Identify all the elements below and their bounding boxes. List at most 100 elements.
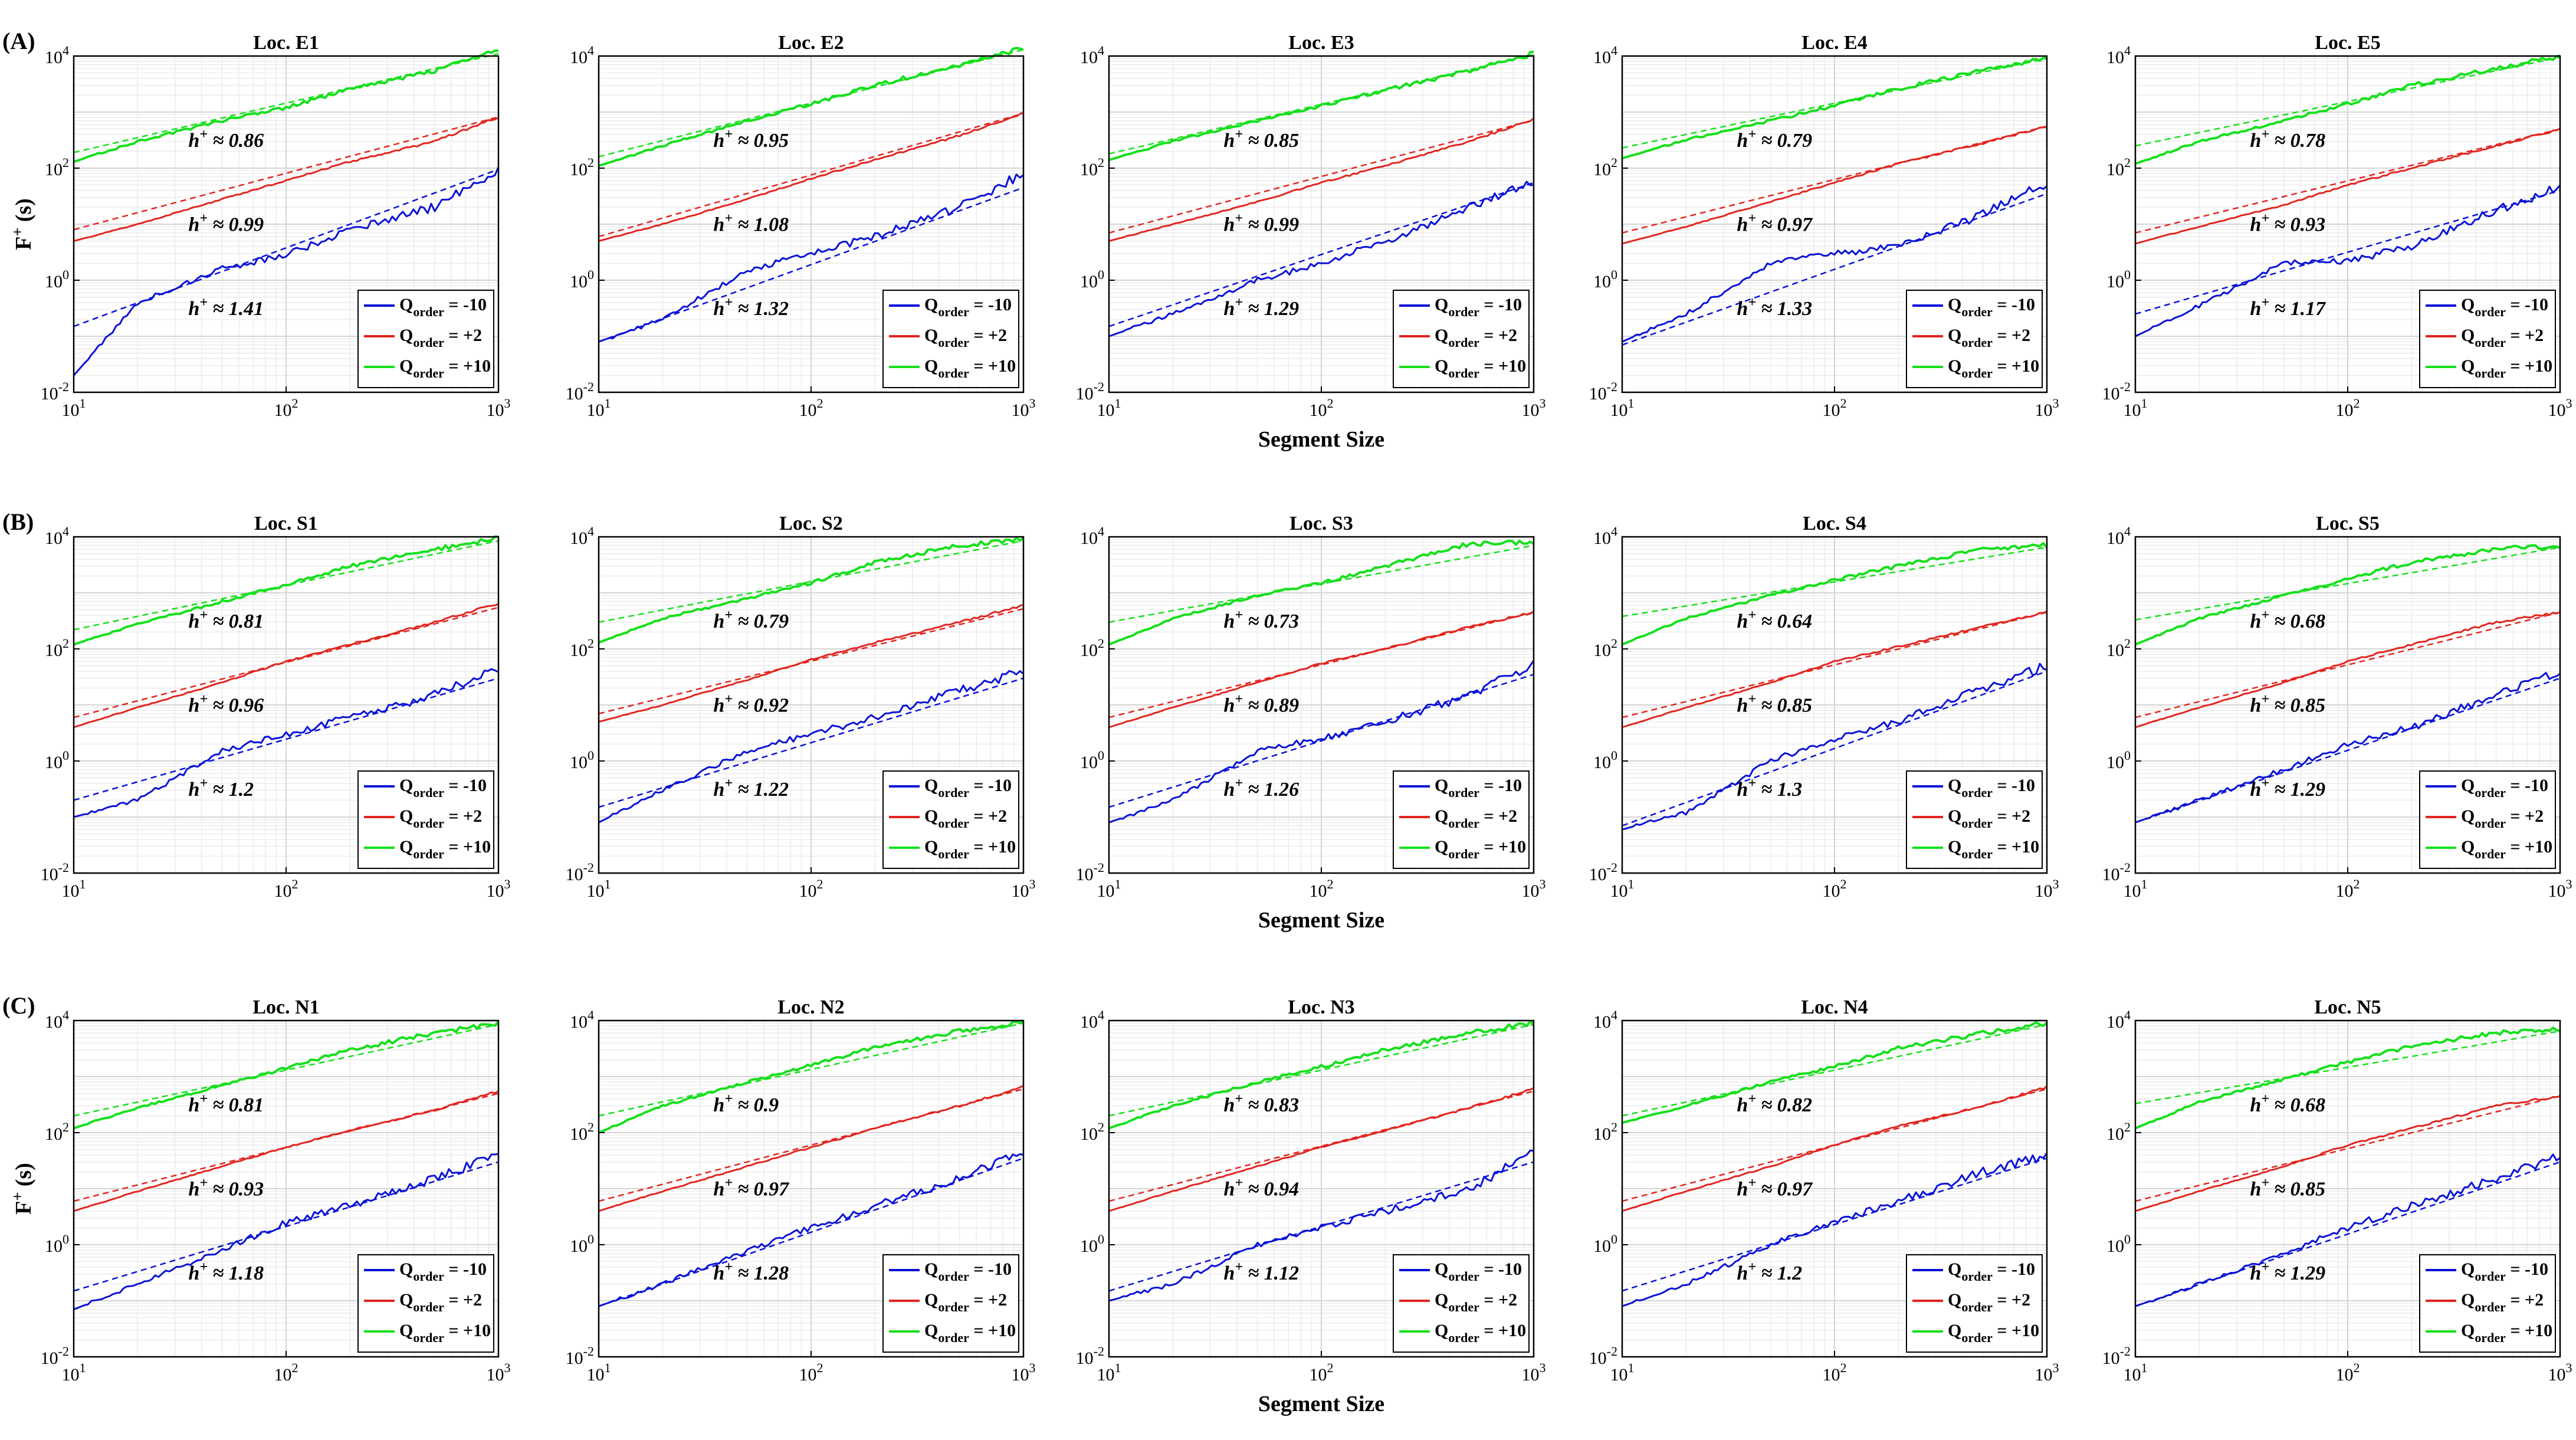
y-tick-label: 100 bbox=[2106, 748, 2131, 772]
y-tick-label: 10-2 bbox=[1076, 1344, 1104, 1368]
x-tick-label: 103 bbox=[1522, 396, 1546, 420]
y-tick-label: 10-2 bbox=[1076, 860, 1104, 884]
x-tick-label: 101 bbox=[2124, 396, 2148, 420]
series-line-blue bbox=[73, 166, 500, 376]
x-tick-label: 103 bbox=[2035, 877, 2059, 901]
y-tick-label: 102 bbox=[1593, 1120, 1617, 1144]
exponent-label: h+ ≈ 0.64 bbox=[1737, 608, 1812, 632]
exponent-label: h+ ≈ 1.2 bbox=[188, 776, 254, 801]
legend-label: Qorder = -10 bbox=[1948, 776, 2035, 800]
fit-line-blue bbox=[598, 677, 1024, 808]
series-line-green bbox=[598, 47, 1024, 168]
x-tick-label: 101 bbox=[1610, 877, 1635, 901]
exponent-label: h+ ≈ 0.81 bbox=[188, 608, 264, 632]
y-tick-label: 100 bbox=[45, 1232, 69, 1256]
fit-line-blue bbox=[1622, 670, 2047, 826]
fit-line-blue bbox=[1622, 193, 2047, 346]
x-tick-label: 101 bbox=[1610, 396, 1635, 420]
fit-line-blue bbox=[2135, 1161, 2561, 1307]
exponent-label: h+ ≈ 1.22 bbox=[713, 776, 789, 801]
exponent-label: h+ ≈ 0.93 bbox=[2250, 211, 2325, 235]
x-tick-label: 101 bbox=[587, 1360, 611, 1385]
series-line-blue bbox=[2135, 1153, 2561, 1307]
x-tick-label: 103 bbox=[1012, 396, 1036, 420]
panel-loc-e5: h+ ≈ 1.17 h+ ≈ 0.93 h+ ≈ 0.78 101 102 103 10-2… bbox=[2102, 32, 2572, 420]
fit-line-red bbox=[1108, 119, 1534, 234]
x-tick-label: 103 bbox=[1522, 1360, 1546, 1385]
y-tick-label: 102 bbox=[2106, 1120, 2131, 1144]
y-tick-label: 100 bbox=[570, 748, 594, 772]
legend-label: Qorder = +2 bbox=[1435, 1290, 1517, 1314]
x-tick-label: 102 bbox=[274, 396, 298, 420]
legend: Qorder = -10 Qorder = +2 Qorder = +10 bbox=[2419, 1254, 2556, 1353]
x-tick-label: 101 bbox=[2124, 877, 2148, 901]
x-tick-label: 101 bbox=[1097, 877, 1121, 901]
y-tick-label: 102 bbox=[1080, 636, 1104, 660]
series-line-red bbox=[598, 111, 1024, 242]
legend-box bbox=[882, 290, 1019, 388]
y-tick-label: 100 bbox=[570, 1232, 594, 1256]
x-tick-label: 101 bbox=[1097, 396, 1121, 420]
legend-box bbox=[1906, 1254, 2043, 1353]
y-tick-label: 104 bbox=[2106, 524, 2131, 548]
exponent-label: h+ ≈ 1.29 bbox=[2250, 776, 2325, 801]
x-tick-label: 103 bbox=[487, 877, 511, 901]
legend: Qorder = -10 Qorder = +2 Qorder = +10 bbox=[1393, 290, 1530, 388]
panel-loc-n1: h+ ≈ 1.18 h+ ≈ 0.93 h+ ≈ 0.81 101 102 103 10-2… bbox=[41, 996, 511, 1385]
legend: Qorder = -10 Qorder = +2 Qorder = +10 bbox=[357, 770, 494, 869]
legend: Qorder = -10 Qorder = +2 Qorder = +10 bbox=[1393, 770, 1530, 869]
y-tick-label: 104 bbox=[1593, 524, 1617, 548]
exponent-label: h+ ≈ 1.33 bbox=[1737, 295, 1812, 320]
y-tick-label: 10-2 bbox=[2102, 1344, 2131, 1368]
exponent-label: h+ ≈ 1.2 bbox=[1737, 1259, 1802, 1284]
y-tick-label: 102 bbox=[2106, 155, 2131, 179]
y-tick-label: 10-2 bbox=[41, 379, 69, 404]
legend-label: Qorder = +2 bbox=[924, 806, 1007, 831]
exponent-label: h+ ≈ 0.96 bbox=[188, 691, 264, 716]
y-tick-label: 100 bbox=[2106, 267, 2131, 291]
y-tick-label: 10-2 bbox=[1076, 379, 1104, 404]
panel-loc-s3: h+ ≈ 1.26 h+ ≈ 0.89 h+ ≈ 0.73 101 102 103 10-2… bbox=[1076, 513, 1546, 901]
series-line-green bbox=[2135, 544, 2561, 646]
legend-label: Qorder = +2 bbox=[2461, 1290, 2544, 1314]
legend-label: Qorder = -10 bbox=[399, 1259, 487, 1284]
panel-loc-s1: h+ ≈ 1.2 h+ ≈ 0.96 h+ ≈ 0.81 101 102 103 10-2 1… bbox=[41, 513, 511, 901]
x-tick-label: 102 bbox=[1823, 396, 1847, 420]
exponent-label: h+ ≈ 0.83 bbox=[1223, 1091, 1299, 1116]
fit-line-green bbox=[73, 540, 499, 631]
panel-title: Loc. N3 bbox=[1288, 996, 1354, 1018]
panel-loc-n5: h+ ≈ 1.29 h+ ≈ 0.85 h+ ≈ 0.68 101 102 103 10-2… bbox=[2102, 996, 2572, 1385]
fit-line-red bbox=[73, 116, 499, 231]
y-axis-label: F+ (s) bbox=[9, 198, 36, 250]
panel-loc-n4: h+ ≈ 1.2 h+ ≈ 0.97 h+ ≈ 0.82 101 102 103 10-2 1… bbox=[1589, 996, 2059, 1385]
legend-label: Qorder = +10 bbox=[2461, 837, 2552, 861]
y-tick-label: 102 bbox=[570, 1120, 594, 1144]
legend: Qorder = -10 Qorder = +2 Qorder = +10 bbox=[1906, 770, 2043, 869]
panel-title: Loc. S2 bbox=[779, 513, 843, 534]
legend-label: Qorder = +2 bbox=[399, 326, 482, 350]
panel-loc-s4: h+ ≈ 1.3 h+ ≈ 0.85 h+ ≈ 0.64 101 102 103 10-2 1… bbox=[1589, 513, 2059, 901]
x-tick-label: 101 bbox=[62, 396, 86, 420]
x-tick-label: 103 bbox=[487, 1360, 511, 1385]
legend-label: Qorder = +10 bbox=[1435, 1321, 1526, 1345]
y-tick-label: 102 bbox=[2106, 636, 2131, 660]
series-line-green bbox=[598, 1019, 1025, 1134]
panel-loc-e4: h+ ≈ 1.33 h+ ≈ 0.97 h+ ≈ 0.79 101 102 103 10-2… bbox=[1589, 32, 2059, 420]
exponent-label: h+ ≈ 0.73 bbox=[1223, 608, 1299, 632]
panel-loc-e1: h+ ≈ 1.41 h+ ≈ 0.99 h+ ≈ 0.86 101 102 103 10-2… bbox=[41, 32, 511, 420]
exponent-label: h+ ≈ 0.92 bbox=[713, 691, 789, 716]
fit-line-green bbox=[73, 1024, 499, 1117]
x-tick-label: 101 bbox=[1097, 1360, 1121, 1385]
series-line-blue bbox=[1622, 185, 2047, 343]
legend-label: Qorder = -10 bbox=[2461, 295, 2548, 319]
series-line-green bbox=[598, 536, 1025, 644]
legend-label: Qorder = +10 bbox=[1948, 1321, 2039, 1345]
legend-label: Qorder = +2 bbox=[1435, 326, 1517, 350]
y-tick-label: 100 bbox=[1080, 748, 1104, 772]
x-tick-label: 102 bbox=[1310, 877, 1334, 901]
y-tick-label: 100 bbox=[1593, 748, 1617, 772]
x-tick-label: 102 bbox=[1823, 877, 1847, 901]
series-line-red bbox=[73, 603, 499, 729]
legend-label: Qorder = +10 bbox=[399, 837, 491, 861]
panel-loc-n2: h+ ≈ 1.28 h+ ≈ 0.97 h+ ≈ 0.9 101 102 103 10-2 1… bbox=[566, 996, 1036, 1385]
